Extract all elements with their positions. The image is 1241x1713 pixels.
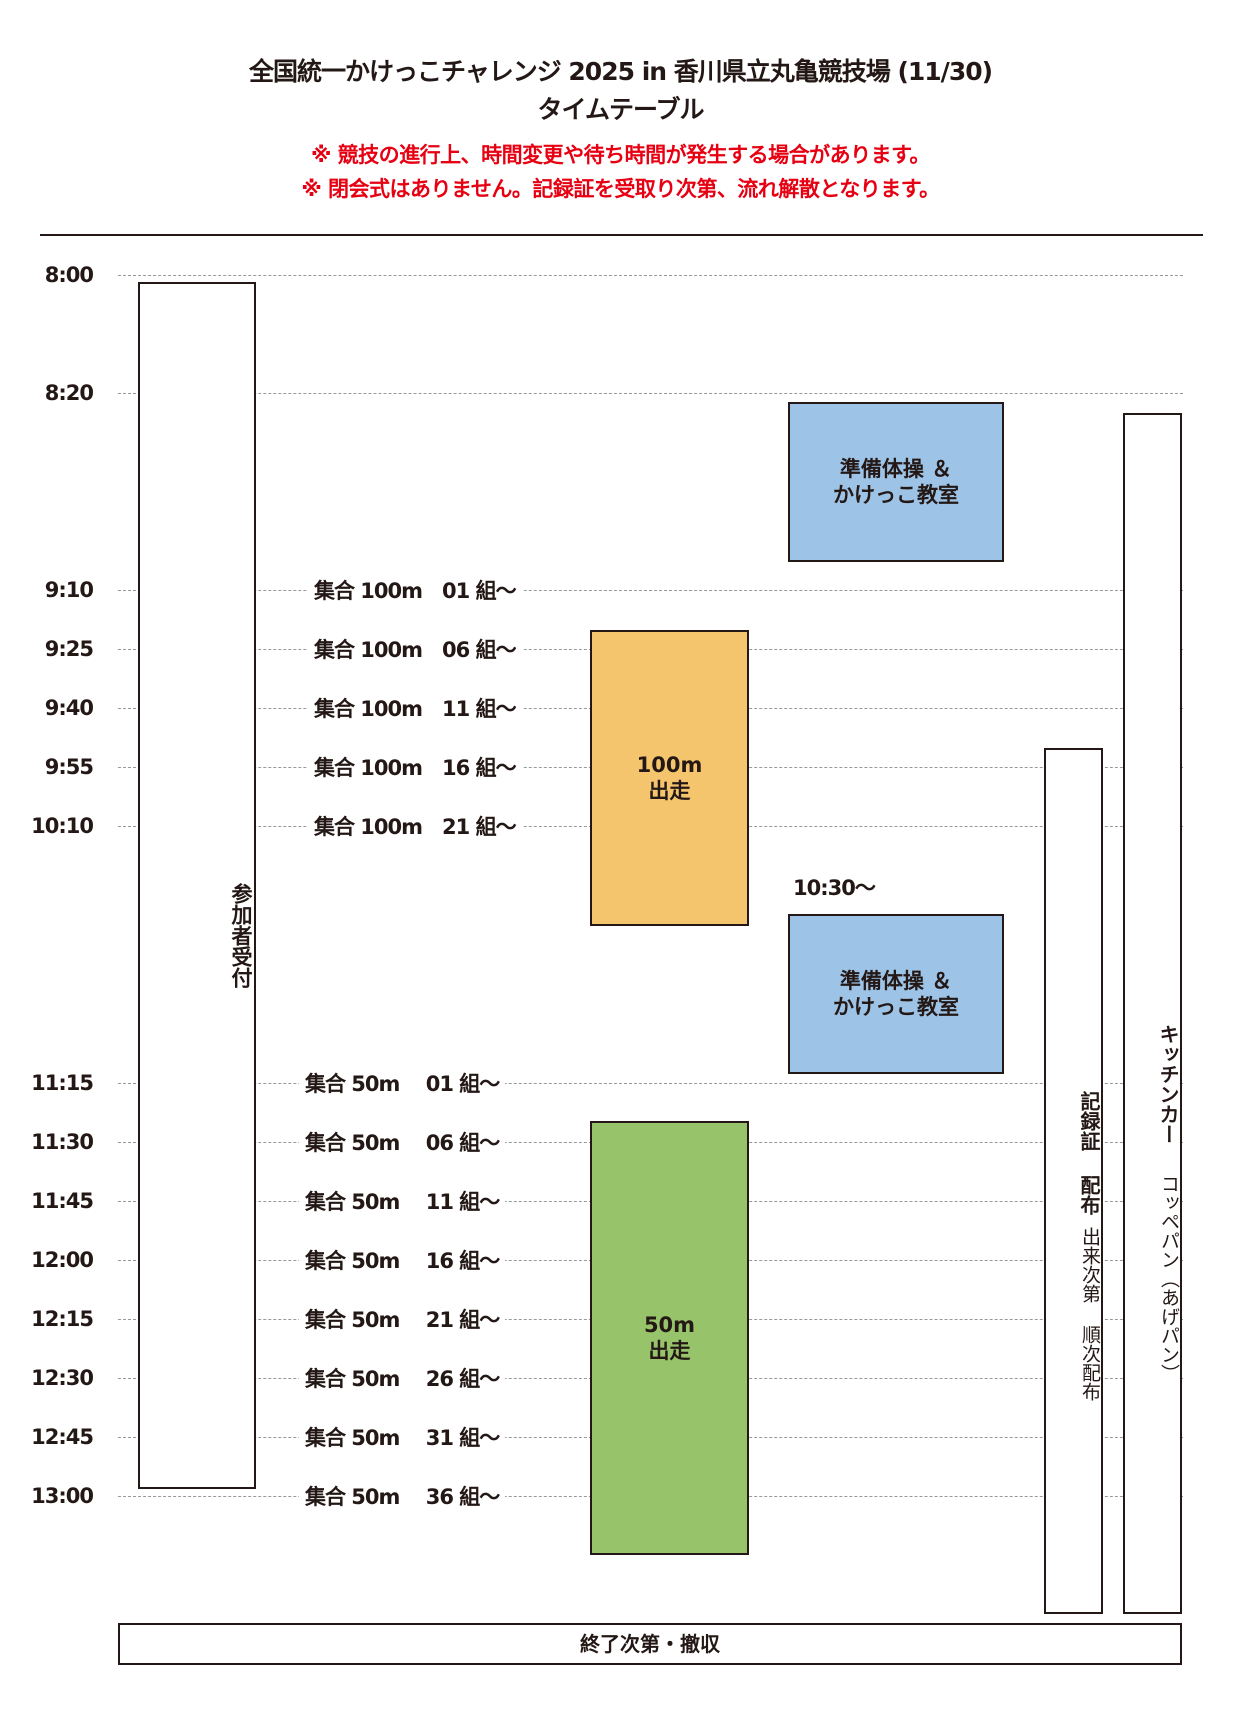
assembly-50m-label: 集合 50m 21 組〜 — [299, 1304, 506, 1334]
reception-label: 参加者受付 — [229, 883, 253, 988]
header-divider — [40, 234, 1203, 236]
assembly-100m-label: 集合 100m 21 組〜 — [308, 811, 522, 841]
run-100m-line1: 100m — [636, 752, 703, 777]
time-label: 9:55 — [44, 755, 94, 779]
end-label: 終了次第・撤収 — [580, 1631, 720, 1656]
time-label: 11:45 — [31, 1189, 94, 1213]
time-label: 13:00 — [31, 1484, 94, 1508]
time-label: 9:40 — [44, 696, 94, 720]
certificate-title: 記録証 配布 — [1077, 1091, 1101, 1215]
warmup-1-line2: かけっこ教室 — [833, 483, 959, 507]
time-gridline — [118, 590, 1183, 591]
assembly-100m-label: 集合 100m 11 組〜 — [308, 693, 522, 723]
warmup-1-line1: 準備体操 ＆ — [839, 456, 953, 481]
assembly-100m-label: 集合 100m 16 組〜 — [308, 752, 522, 782]
kitchen-car-detail: コッペパン（あげパン） — [1158, 1174, 1180, 1383]
time-label: 9:10 — [44, 578, 94, 602]
warmup-2-time: 10:30〜 — [793, 876, 876, 900]
assembly-50m-label: 集合 50m 06 組〜 — [299, 1127, 506, 1157]
time-label: 11:30 — [31, 1130, 94, 1154]
page-subtitle: タイムテーブル — [537, 95, 704, 124]
time-gridline — [118, 393, 1183, 394]
warmup-block-2: 準備体操 ＆かけっこ教室 — [788, 914, 1004, 1074]
assembly-50m-label: 集合 50m 31 組〜 — [299, 1422, 506, 1452]
kitchen-car-block: キッチンカー コッペパン（あげパン） — [1123, 413, 1182, 1614]
time-label: 12:45 — [31, 1425, 94, 1449]
certificate-block: 記録証 配布 出来次第 順次配布 — [1044, 748, 1103, 1614]
page-title: 全国統一かけっこチャレンジ 2025 in 香川県立丸亀競技場 (11/30) — [248, 57, 993, 86]
assembly-50m-label: 集合 50m 16 組〜 — [299, 1245, 506, 1275]
assembly-50m-label: 集合 50m 26 組〜 — [299, 1363, 506, 1393]
time-label: 12:30 — [31, 1366, 94, 1390]
time-label: 9:25 — [44, 637, 94, 661]
kitchen-car-title: キッチンカー — [1156, 1024, 1180, 1144]
assembly-100m-label: 集合 100m 06 組〜 — [308, 634, 522, 664]
time-label: 8:20 — [44, 381, 94, 405]
certificate-detail: 出来次第 順次配布 — [1079, 1227, 1101, 1401]
warmup-2-line1: 準備体操 ＆ — [839, 968, 953, 993]
run-50m-line2: 出走 — [648, 1339, 691, 1363]
run-50m-line1: 50m — [643, 1312, 696, 1337]
time-label: 11:15 — [31, 1071, 94, 1095]
assembly-50m-label: 集合 50m 36 組〜 — [299, 1481, 506, 1511]
assembly-50m-label: 集合 50m 01 組〜 — [299, 1068, 506, 1098]
time-label: 12:15 — [31, 1307, 94, 1331]
run-100m-block: 100m 出走 — [590, 630, 749, 926]
run-100m-line2: 出走 — [648, 779, 691, 803]
time-label: 10:10 — [31, 814, 94, 838]
note-2: ※ 閉会式はありません。記録証を受取り次第、流れ解散となります。 — [301, 177, 940, 201]
reception-block: 参加者受付 — [138, 282, 256, 1489]
warmup-block-1: 準備体操 ＆かけっこ教室 — [788, 402, 1004, 562]
run-50m-block: 50m 出走 — [590, 1121, 749, 1555]
end-block: 終了次第・撤収 — [118, 1623, 1182, 1665]
time-label: 12:00 — [31, 1248, 94, 1272]
assembly-50m-label: 集合 50m 11 組〜 — [299, 1186, 506, 1216]
assembly-100m-label: 集合 100m 01 組〜 — [308, 575, 522, 605]
time-label: 8:00 — [44, 263, 94, 287]
time-gridline — [118, 275, 1183, 276]
time-gridline — [118, 1083, 1183, 1084]
warmup-2-line2: かけっこ教室 — [833, 995, 959, 1019]
note-1: ※ 競技の進行上、時間変更や待ち時間が発生する場合があります。 — [310, 143, 931, 167]
